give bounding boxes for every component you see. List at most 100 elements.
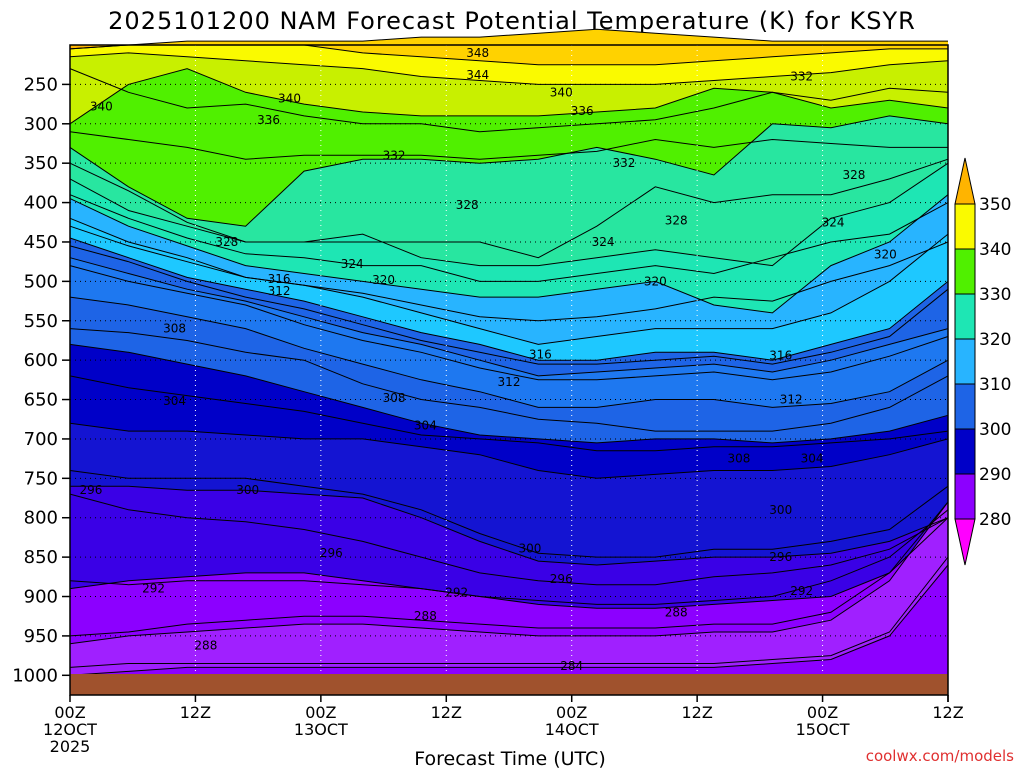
contour-290 [69,517,949,609]
contour-label-332: 332 [613,156,636,170]
contour-label-324: 324 [822,215,845,229]
contour-label-308: 308 [383,391,406,405]
y-tick-label-300: 300 [24,114,58,135]
contour-label-316: 316 [529,348,552,362]
contour-310 [69,257,949,377]
contour-336 [69,68,949,133]
fill-below-286 [70,502,948,695]
colorbar-box-3 [954,338,976,385]
contour-label-328: 328 [665,214,688,228]
y-tick-label-350: 350 [24,153,58,174]
colorbar-label-310: 310 [979,375,1011,395]
contour-306 [69,296,949,408]
contour-label-332: 332 [383,148,406,162]
contour-298 [69,422,949,479]
contour-label-288: 288 [194,638,217,652]
colorbar-label-290: 290 [979,465,1011,485]
contour-label-300: 300 [769,503,792,517]
x-tick-label-12-1: 12Z [180,703,211,722]
contour-318 [69,217,949,345]
contour-296 [69,493,949,586]
contour-328 [69,158,949,259]
x-tick-label-72-1: 00Z [807,703,838,722]
x-tick-label-0-3: 2025 [50,737,91,756]
contour-326 [69,162,949,267]
contour-302 [69,343,949,444]
y-tick-label-500: 500 [24,271,58,292]
colorbar-label-330: 330 [979,285,1011,305]
contour-284 [69,556,949,668]
contour-288 [69,501,949,637]
y-tick-label-700: 700 [24,429,58,450]
contour-308 [69,328,949,432]
plot-frame [69,44,949,696]
contour-label-312: 312 [268,284,291,298]
x-tick-label-48-1: 00Z [556,703,587,722]
colorbar-box-1 [954,248,976,295]
contour-label-344: 344 [466,68,489,82]
colorbar-top-arrow [954,157,976,205]
chart-title: 2025101200 NAM Forecast Potential Temper… [108,7,916,35]
contour-label-304: 304 [414,419,437,433]
contour-label-312: 312 [780,393,803,407]
contour-label-324: 324 [341,257,364,271]
contour-320 [69,225,949,322]
contour-labels: 348 344 340 340 340 336 336 332 332 332 328 328 328 3… [79,46,896,673]
contour-label-332: 332 [790,70,813,84]
contour-label-316: 316 [268,272,291,286]
x-tick-label-48-2: 14OCT [545,720,599,739]
y-tick-label-600: 600 [24,350,58,371]
x-tick-label-24-1: 00Z [305,703,336,722]
y-tick-label-750: 750 [24,468,58,489]
x-tick-label-24-2: 13OCT [294,720,348,739]
contour-label-348: 348 [466,46,489,60]
contour-label-340: 340 [278,92,301,106]
colorbar: 350 340 330 320 310 300 290 280 [954,157,1011,566]
contour-label-336: 336 [257,113,280,127]
contour-282 [69,564,949,676]
contour-label-296: 296 [769,550,792,564]
contour-label-308: 308 [163,322,186,336]
x-axis-label: Forecast Time (UTC) [414,748,605,768]
contour-label-320: 320 [372,273,395,287]
y-tick-label-850: 850 [24,547,58,568]
credit-text: coolwx.com/models [866,747,1014,765]
contour-label-320: 320 [874,248,897,262]
contour-294 [70,485,949,566]
contour-330 [69,115,949,227]
ground-below-surface [70,674,948,695]
contour-label-304: 304 [163,394,186,408]
y-tick-label-450: 450 [24,232,58,253]
contour-322 [69,194,949,314]
contour-label-324: 324 [592,235,615,249]
colorbar-label-340: 340 [979,240,1011,260]
pressure-axis: 250 300 350 400 450 500 550 600 650 700 750 800 850 9… [12,74,70,686]
contour-label-308: 308 [727,452,750,466]
colorbar-label-300: 300 [979,420,1011,440]
colorbar-label-320: 320 [979,330,1011,350]
y-tick-label-900: 900 [24,587,58,608]
colorbar-box-5 [954,428,976,475]
colorbar-label-280: 280 [979,510,1011,530]
contour-label-292: 292 [790,584,813,598]
contour-label-292: 292 [445,586,468,600]
y-tick-label-650: 650 [24,390,58,411]
contour-label-300: 300 [518,541,541,555]
contour-fills [70,29,948,696]
contour-label-288: 288 [414,609,437,623]
x-tick-label-36-1: 12Z [431,703,462,722]
contour-label-316: 316 [769,348,792,362]
y-tick-label-800: 800 [24,508,58,529]
contour-304 [69,375,949,452]
contour-label-304: 304 [801,452,824,466]
colorbar-bottom-arrow [954,518,976,566]
contour-label-296: 296 [550,572,573,586]
contour-label-328: 328 [215,235,238,249]
y-tick-label-1000: 1000 [12,665,58,686]
contour-346 [69,28,948,50]
contour-338 [69,52,949,85]
contour-316 [69,245,949,365]
x-tick-label-0-1: 00Z [54,703,85,722]
